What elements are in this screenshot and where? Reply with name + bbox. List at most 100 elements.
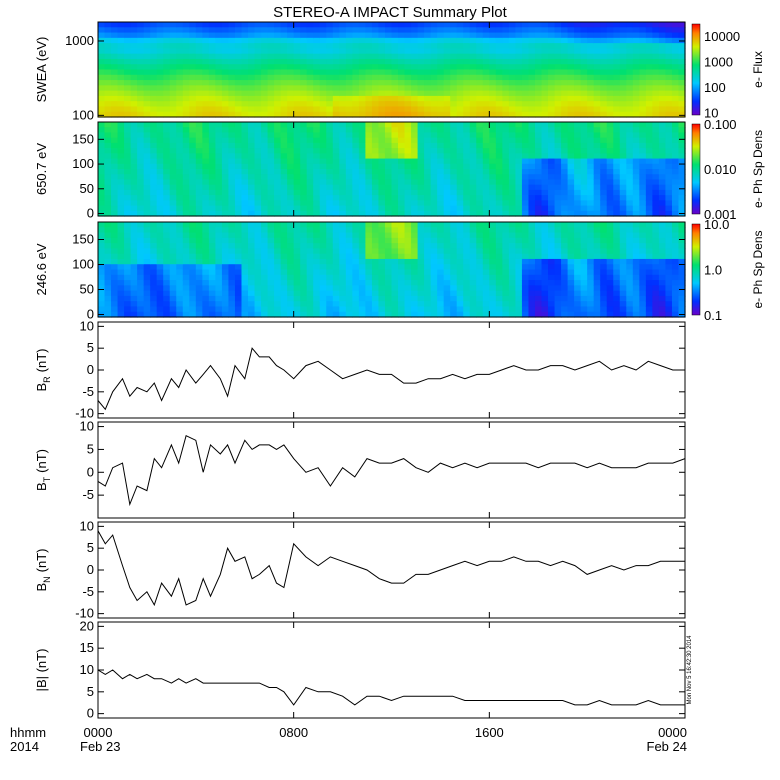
heatmap-cell	[541, 227, 549, 234]
heatmap-cell	[495, 169, 503, 175]
heatmap-cell	[202, 274, 210, 281]
heatmap-cell	[182, 53, 190, 60]
heatmap-cell	[639, 69, 647, 76]
heatmap-cell	[176, 53, 184, 60]
heatmap-cell	[195, 253, 203, 260]
heatmap-cell	[215, 132, 223, 139]
heatmap-cell	[234, 85, 243, 92]
heatmap-cell	[554, 43, 562, 49]
heatmap-cell	[671, 163, 680, 170]
heatmap-cell	[613, 64, 621, 71]
heatmap-cell	[124, 122, 132, 128]
heatmap-cell	[189, 153, 197, 160]
heatmap-cell	[326, 132, 334, 139]
heatmap-cell	[98, 205, 106, 212]
heatmap-cell	[534, 101, 543, 108]
colorbar-tick-label: 10.0	[704, 217, 729, 232]
heatmap-cell	[163, 210, 171, 217]
heatmap-cell	[567, 264, 575, 271]
heatmap-cell	[150, 142, 158, 149]
heatmap-cell	[398, 58, 406, 65]
heatmap-cell	[156, 142, 164, 149]
heatmap-cell	[417, 232, 425, 239]
heatmap-cell	[658, 169, 667, 175]
heatmap-cell	[528, 243, 536, 249]
heatmap-cell	[658, 243, 667, 249]
heatmap-cell	[248, 37, 256, 44]
heatmap-cell	[424, 74, 432, 81]
heatmap-cell	[111, 227, 119, 234]
heatmap-cell	[515, 142, 523, 149]
heatmap-cell	[261, 111, 269, 118]
heatmap-cell	[202, 205, 210, 212]
heatmap-cell	[182, 253, 190, 260]
heatmap-cell	[404, 127, 412, 134]
heatmap-cell	[424, 222, 432, 228]
heatmap-cell	[293, 169, 301, 175]
heatmap-cell	[639, 74, 647, 81]
heatmap-cell	[593, 169, 601, 175]
heatmap-cell	[163, 90, 171, 97]
heatmap-cell	[508, 32, 517, 39]
heatmap-cell	[508, 264, 517, 271]
heatmap-cell	[606, 189, 614, 196]
heatmap-cell	[189, 274, 197, 281]
heatmap-cell	[202, 153, 210, 160]
heatmap-cell	[228, 200, 236, 207]
heatmap-cell	[489, 132, 497, 139]
heatmap-cell	[613, 210, 621, 217]
heatmap-cell	[319, 163, 327, 170]
heatmap-cell	[150, 232, 158, 239]
heatmap-cell	[215, 227, 223, 234]
heatmap-cell	[411, 153, 419, 160]
heatmap-cell	[619, 189, 627, 196]
heatmap-cell	[137, 174, 145, 181]
heatmap-cell	[398, 64, 406, 71]
heatmap-cell	[143, 132, 151, 139]
heatmap-cell	[365, 80, 373, 86]
heatmap-cell	[391, 174, 399, 181]
heatmap-cell	[241, 179, 249, 186]
heatmap-cell	[371, 106, 380, 113]
heatmap-cell	[267, 195, 275, 201]
heatmap-cell	[671, 85, 680, 92]
heatmap-cell	[626, 69, 634, 76]
heatmap-cell	[404, 248, 412, 255]
heatmap-cell	[482, 132, 490, 139]
heatmap-cell	[456, 311, 464, 318]
heatmap-cell	[580, 58, 588, 65]
heatmap-cell	[98, 142, 106, 149]
heatmap-cell	[313, 189, 321, 196]
heatmap-cell	[417, 106, 425, 113]
heatmap-cell	[313, 169, 321, 175]
heatmap-cell	[339, 169, 347, 175]
heatmap-cell	[358, 64, 367, 71]
heatmap-cell	[176, 127, 184, 134]
heatmap-cell	[352, 269, 360, 276]
heatmap-cell	[671, 237, 680, 244]
heatmap-cell	[300, 290, 308, 297]
heatmap-cell	[424, 48, 432, 55]
heatmap-cell	[111, 80, 119, 86]
heatmap-cell	[482, 64, 490, 71]
heatmap-cell	[456, 169, 464, 175]
heatmap-cell	[548, 264, 556, 271]
heatmap-cell	[561, 137, 569, 144]
heatmap-cell	[176, 169, 184, 175]
heatmap-cell	[613, 22, 621, 28]
heatmap-cell	[567, 58, 575, 65]
heatmap-cell	[208, 205, 216, 212]
heatmap-cell	[548, 222, 556, 228]
heatmap-cell	[469, 80, 477, 86]
heatmap-cell	[632, 227, 640, 234]
heatmap-cell	[391, 280, 399, 286]
heatmap-cell	[215, 74, 223, 81]
heatmap-cell	[267, 74, 275, 81]
heatmap-cell	[430, 189, 438, 196]
heatmap-cell	[561, 58, 569, 65]
heatmap-cell	[208, 53, 216, 60]
heatmap-cell	[495, 132, 503, 139]
heatmap-cell	[117, 274, 125, 281]
heatmap-cell	[195, 205, 203, 212]
heatmap-cell	[293, 258, 301, 265]
